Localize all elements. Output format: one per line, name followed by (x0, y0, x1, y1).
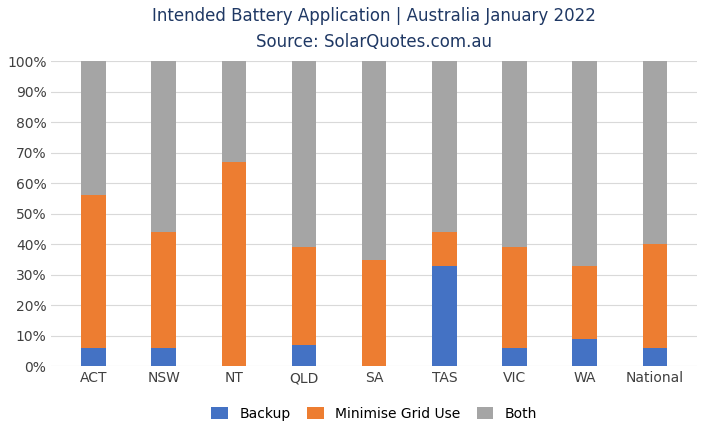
Bar (291, 247, 316, 345)
Bar (643, 61, 667, 244)
Bar (502, 61, 527, 247)
Bar (432, 61, 457, 232)
Bar (643, 348, 667, 366)
Title: Intended Battery Application | Australia January 2022
Source: SolarQuotes.com.au: Intended Battery Application | Australia… (152, 7, 596, 51)
Bar (222, 162, 246, 366)
Bar (362, 61, 386, 259)
Bar (572, 339, 597, 366)
Bar (151, 61, 176, 232)
Bar (151, 232, 176, 348)
Bar (222, 61, 246, 162)
Bar (81, 61, 106, 195)
Bar (432, 232, 457, 265)
Bar (291, 345, 316, 366)
Bar (291, 61, 316, 247)
Bar (572, 61, 597, 265)
Legend: Backup, Minimise Grid Use, Both: Backup, Minimise Grid Use, Both (206, 401, 543, 426)
Bar (81, 348, 106, 366)
Bar (362, 259, 386, 366)
Bar (81, 195, 106, 348)
Bar (643, 244, 667, 348)
Bar (572, 265, 597, 339)
Bar (151, 348, 176, 366)
Bar (502, 348, 527, 366)
Bar (432, 265, 457, 366)
Bar (502, 247, 527, 348)
